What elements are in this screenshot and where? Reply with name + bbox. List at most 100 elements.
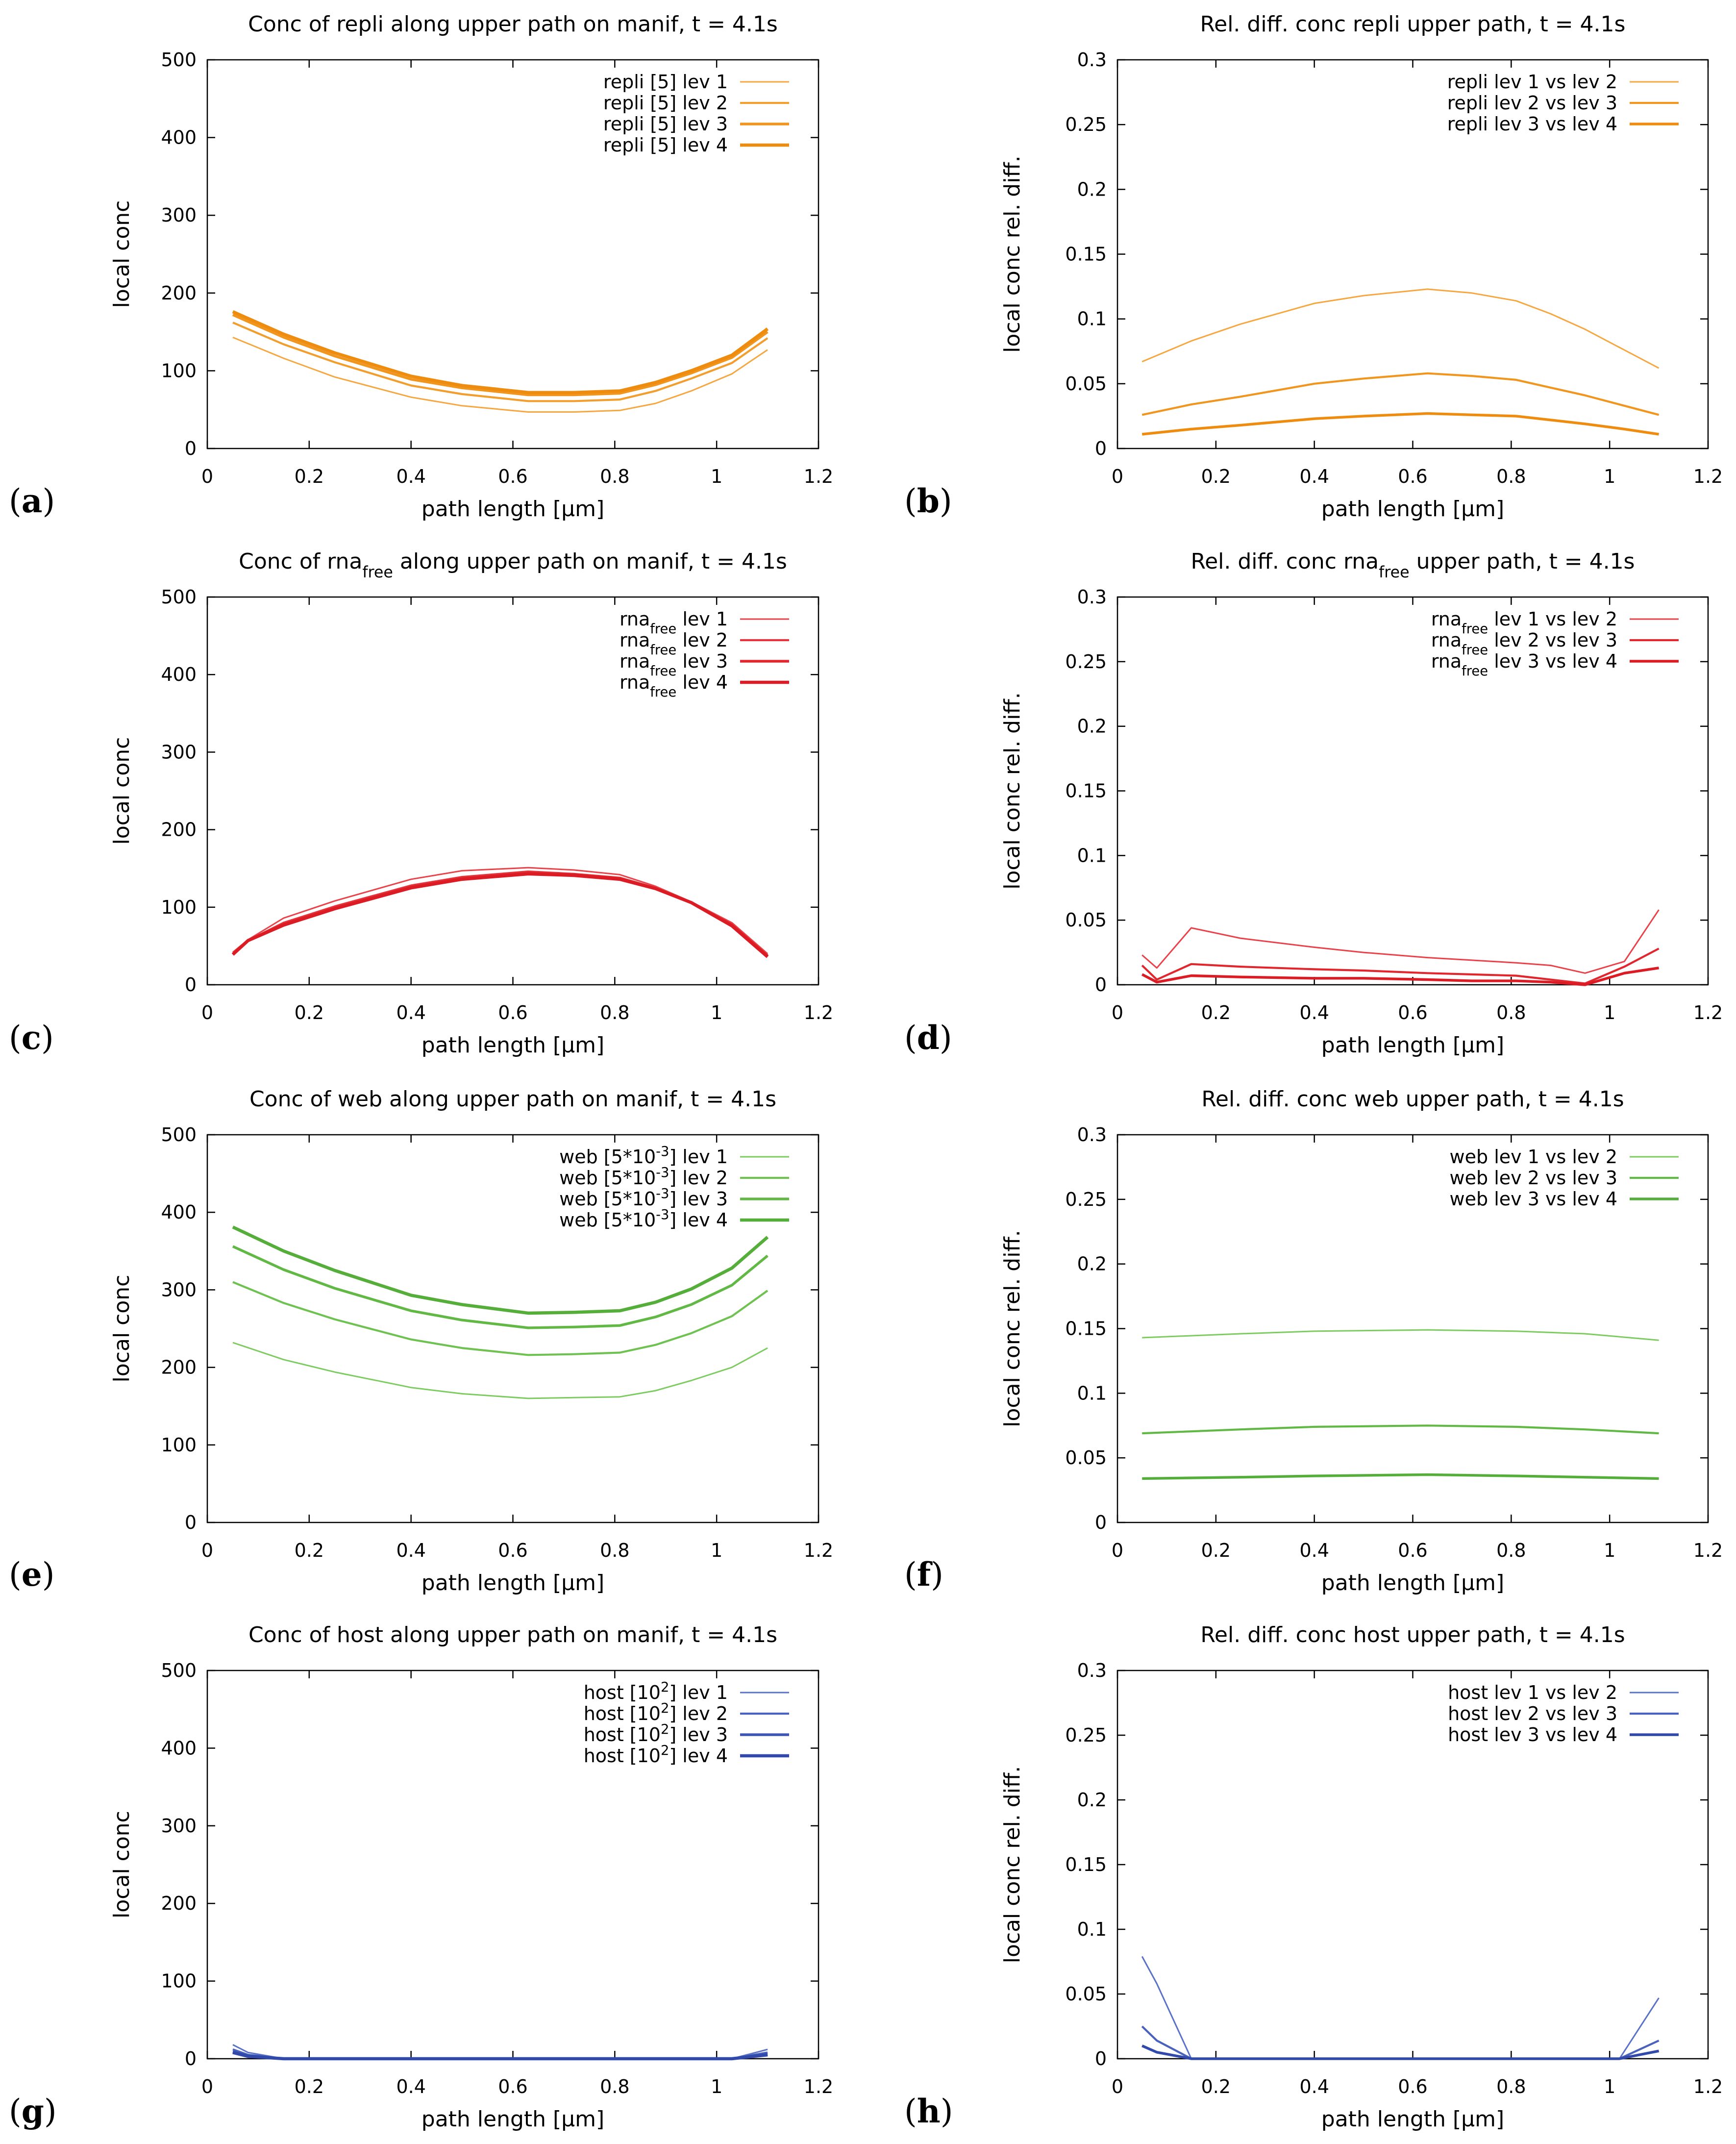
legend-entry: repli lev 1 vs lev 2 [1447, 71, 1617, 93]
y-tick-label: 300 [161, 1279, 197, 1300]
legend-entry-sub: free [650, 664, 676, 679]
y-tick-label: 0.05 [1065, 1447, 1107, 1469]
legend-entry-name: host [10 [584, 1745, 661, 1767]
panel-label-open: ( [904, 482, 917, 520]
x-axis-label: path length [μm] [422, 2107, 604, 2132]
legend-entry: repli lev 2 vs lev 3 [1447, 92, 1617, 114]
x-tick-label: 1.2 [804, 2076, 833, 2097]
x-tick-label: 0.4 [1299, 1002, 1329, 1023]
legend-entry-suffix: ] lev 4 [669, 1745, 728, 1767]
plot-frame [1116, 596, 1709, 986]
x-tick-label: 1 [1604, 466, 1615, 487]
legend-entry-name: web [5*10 [559, 1209, 656, 1231]
legend-entry-suffix: ] lev 2 [669, 1167, 728, 1189]
x-tick-label: 0.8 [600, 1540, 629, 1561]
x-tick-label: 0 [201, 1002, 213, 1023]
legend-entry-sub: free [650, 643, 676, 658]
plot-frame [1116, 1670, 1709, 2060]
legend-entry: repli lev 3 vs lev 4 [1447, 113, 1617, 135]
legend-entry: repli [5] lev 2 [603, 92, 728, 114]
panel-label-close: ) [940, 1019, 952, 1057]
plot-frame [1116, 59, 1709, 449]
panel-label-letter: d [917, 1019, 940, 1057]
x-tick-label: 0.2 [1201, 2076, 1231, 2097]
legend-entry-name: host [10 [584, 1703, 661, 1724]
panel-label: (h) [904, 2092, 953, 2130]
legend-entry: host lev 1 vs lev 2 [1448, 1682, 1617, 1703]
legend-entry-suffix: ] lev 2 [669, 1703, 728, 1724]
x-tick-label: 1.2 [804, 1002, 833, 1023]
panel-label-close: ) [43, 482, 55, 520]
chart-title: Conc of rnafree along upper path on mani… [239, 549, 787, 581]
series-line-3 [1141, 412, 1659, 436]
x-tick-label: 0.2 [1201, 466, 1231, 487]
x-tick-label: 1 [1604, 1540, 1615, 1561]
y-tick-label: 0.1 [1077, 845, 1107, 866]
chart-title-pre: Rel. diff. conc rna [1191, 549, 1379, 574]
series-line-2 [1141, 372, 1660, 416]
x-tick-label: 1 [1604, 1002, 1615, 1023]
panel-label-letter: g [22, 2092, 44, 2130]
y-tick-label: 0.25 [1065, 651, 1107, 673]
legend-entry-suffix: lev 2 vs lev 3 [1488, 629, 1617, 651]
x-axis-label: path length [μm] [422, 497, 604, 522]
legend-entry: web [5*10-3] lev 4 [559, 1207, 728, 1231]
y-tick-label: 400 [161, 127, 197, 149]
legend-entry-suffix: ] lev 4 [669, 1209, 728, 1231]
panel-label-close: ) [940, 482, 952, 520]
y-tick-label: 0.1 [1077, 308, 1107, 330]
chart-title-post: upper path, t = 4.1s [1410, 549, 1635, 574]
y-tick-label: 0.1 [1077, 1919, 1107, 1940]
y-tick-label: 0 [185, 2048, 197, 2069]
x-tick-label: 0.8 [1496, 466, 1526, 487]
legend-entry: host lev 3 vs lev 4 [1448, 1724, 1617, 1745]
x-tick-label: 0.2 [295, 1540, 324, 1561]
series-line-3 [1141, 967, 1660, 986]
panel-label-letter: h [917, 2092, 941, 2130]
legend-entry: host [102] lev 4 [584, 1743, 728, 1767]
legend-entry: web [5*10-3] lev 3 [559, 1186, 728, 1210]
legend-entry: web lev 2 vs lev 3 [1450, 1167, 1617, 1189]
legend-entry: rnafree lev 2 [620, 629, 728, 658]
panel-label-open: ( [904, 2093, 917, 2130]
x-tick-label: 0.4 [396, 1002, 425, 1023]
panel-label-close: ) [931, 1556, 943, 1594]
x-tick-label: 1 [711, 1002, 722, 1023]
y-tick-label: 0.25 [1065, 1189, 1107, 1210]
legend-entry-name: host lev 2 vs lev 3 [1448, 1703, 1617, 1724]
x-tick-label: 1 [711, 1540, 722, 1561]
y-tick-label: 0.05 [1065, 373, 1107, 395]
series-line-1 [232, 1342, 768, 1399]
legend-entry-suffix: lev 3 vs lev 4 [1488, 650, 1617, 672]
legend-entry-name: rna [620, 629, 650, 651]
x-tick-label: 0.4 [1299, 466, 1329, 487]
y-tick-label: 0.2 [1077, 1789, 1107, 1811]
chart-title-pre: Conc of host along upper path on manif, … [248, 1622, 777, 1647]
legend-entry-name: rna [1431, 650, 1462, 672]
x-tick-label: 0.6 [1398, 1540, 1427, 1561]
legend-entry: rnafree lev 3 [620, 650, 728, 679]
y-axis-label: local conc rel. diff. [1000, 692, 1025, 890]
legend-entry-sub: free [1462, 643, 1488, 658]
x-tick-label: 0 [201, 2076, 213, 2097]
y-tick-label: 0 [1095, 974, 1107, 996]
x-axis-label: path length [μm] [422, 1571, 604, 1596]
legend-entry: rnafree lev 3 vs lev 4 [1431, 650, 1617, 679]
x-tick-label: 0.8 [600, 1002, 629, 1023]
y-tick-label: 0.1 [1077, 1382, 1107, 1404]
legend-entry: host [102] lev 3 [584, 1722, 728, 1746]
legend-entry: host lev 2 vs lev 3 [1448, 1703, 1617, 1724]
chart-panel-b: (b) Rel. diff. conc repli upper path, t =… [904, 12, 1723, 522]
legend-entry: rnafree lev 2 vs lev 3 [1431, 629, 1617, 658]
legend-entry: rnafree lev 1 vs lev 2 [1431, 608, 1617, 637]
panel-label: (f) [904, 1555, 943, 1594]
x-tick-label: 0.8 [1496, 1540, 1526, 1561]
y-tick-label: 0.25 [1065, 1724, 1107, 1746]
series-line-4 [232, 2051, 768, 2061]
legend-entry-sup: 2 [661, 1743, 669, 1758]
y-tick-label: 200 [161, 1357, 197, 1378]
legend-entry: repli [5] lev 4 [603, 134, 728, 156]
legend-entry-sub: free [650, 622, 676, 637]
y-tick-label: 0.15 [1065, 244, 1107, 265]
